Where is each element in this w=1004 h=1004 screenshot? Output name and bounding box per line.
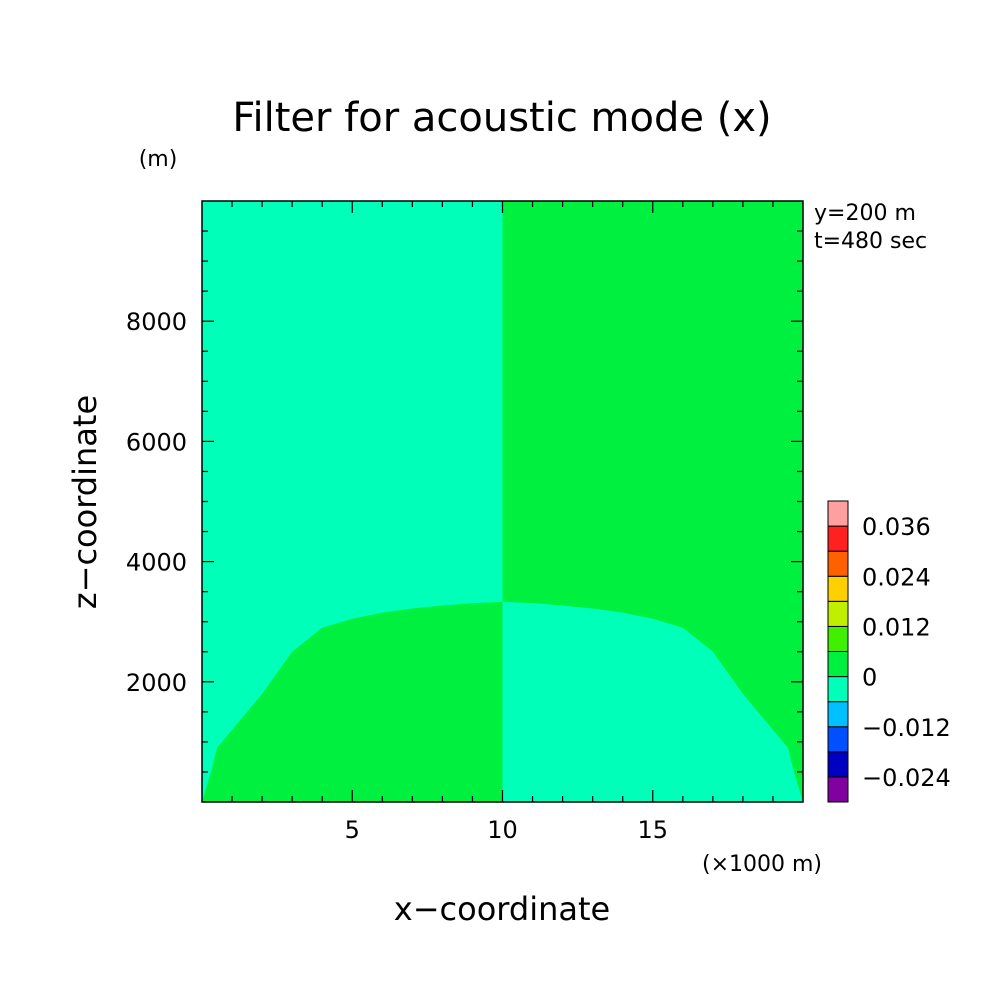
colorbar-level (827, 676, 849, 703)
y-tick-label: 4000 (126, 549, 187, 577)
x-unit-label: (×1000 m) (702, 852, 822, 877)
chart-title: Filter for acoustic mode (x) (232, 95, 771, 141)
x-tick-label: 5 (345, 816, 360, 844)
axis-ticks (202, 201, 803, 802)
x-tick-label: 15 (637, 816, 668, 844)
colorbar-tick-label: 0.036 (862, 513, 931, 541)
y-axis-title: z−coordinate (66, 395, 104, 609)
colorbar-level (827, 600, 849, 627)
region-left-lower-dome (202, 601, 503, 802)
x-axis-title: x−coordinate (394, 890, 610, 928)
y-tick-labels: 2000 4000 6000 8000 (126, 308, 187, 697)
colorbar-tick-label: 0.012 (862, 613, 931, 641)
colorbar-tick-label: −0.012 (862, 714, 951, 742)
colorbar-level (827, 575, 849, 602)
annotation-t: t=480 sec (814, 229, 927, 254)
colorbar-level (827, 525, 849, 552)
colorbar-level (827, 550, 849, 577)
colorbar: −0.024 −0.012 0 0.012 0.024 0.036 (827, 500, 951, 803)
y-tick-label: 2000 (126, 669, 187, 697)
contour-field (202, 201, 803, 802)
colorbar-level (827, 726, 849, 753)
colorbar-level (827, 651, 849, 678)
colorbar-tick-label: −0.024 (862, 764, 951, 792)
colorbar-tick-label: 0.024 (862, 563, 931, 591)
region-right-lower-dome (502, 601, 803, 802)
colorbar-level (827, 776, 849, 803)
y-unit-label: (m) (139, 147, 178, 172)
colorbar-level (827, 751, 849, 778)
x-tick-labels: 5 10 15 (345, 816, 668, 844)
colorbar-level (827, 701, 849, 728)
plot-frame (201, 200, 804, 803)
colorbar-level (827, 500, 849, 527)
y-tick-label: 6000 (126, 428, 187, 456)
colorbar-level (827, 625, 849, 653)
y-tick-label: 8000 (126, 308, 187, 336)
colorbar-tick-label: 0 (862, 664, 877, 692)
annotation-y: y=200 m (814, 201, 916, 226)
x-tick-label: 10 (487, 816, 518, 844)
